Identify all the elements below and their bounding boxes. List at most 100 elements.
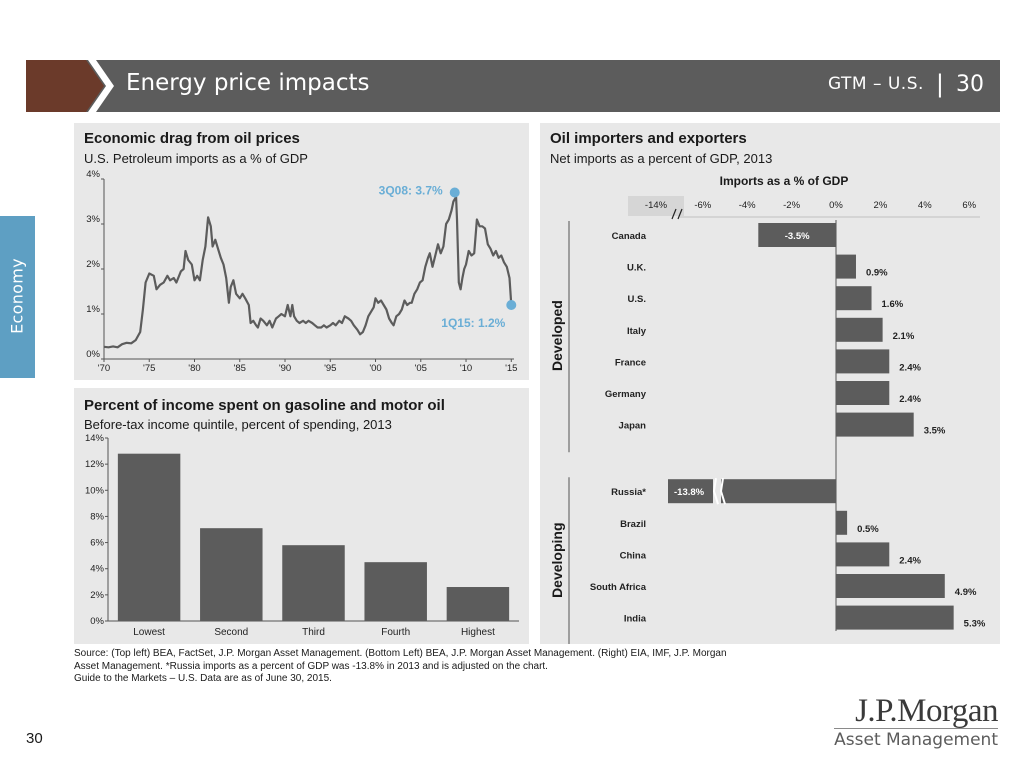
y-tick-label: 4% <box>90 564 104 575</box>
header-right: GTM – U.S. | 30 <box>828 70 984 98</box>
category-label: Fourth <box>381 627 410 638</box>
header-separator: | <box>935 70 944 98</box>
data-label: 3.5% <box>924 426 946 437</box>
panel-gasoline-title: Percent of income spent on gasoline and … <box>84 397 445 414</box>
x-tick-label: 4% <box>918 200 932 211</box>
y-tick-label: 8% <box>90 511 104 522</box>
category-label: Second <box>214 627 248 638</box>
y-tick-label: 6% <box>90 538 104 549</box>
data-label: 4.9% <box>955 587 977 598</box>
category-label: South Africa <box>590 582 647 593</box>
axis-break <box>677 208 683 220</box>
x-tick-label: '90 <box>279 363 291 374</box>
section-tab <box>0 216 35 378</box>
y-tick-label: 0% <box>90 616 104 627</box>
series-line <box>103 195 513 349</box>
x-tick-label: 2% <box>874 200 888 211</box>
category-label: U.K. <box>627 263 646 274</box>
group-label: Developed <box>549 300 565 371</box>
data-label: 2.1% <box>893 331 915 342</box>
source-note: Source: (Top left) BEA, FactSet, J.P. Mo… <box>74 648 854 686</box>
y-tick-label: 12% <box>85 459 105 470</box>
guide-label: GTM – U.S. <box>827 74 924 94</box>
x-tick-label: '75 <box>143 363 155 374</box>
bar <box>836 349 890 374</box>
data-label: 0.9% <box>866 268 888 279</box>
bar <box>200 528 263 621</box>
category-label: India <box>624 614 647 625</box>
bar <box>836 286 872 311</box>
y-tick-label: 1% <box>86 304 100 315</box>
panel-oil-drag-title: Economic drag from oil prices <box>84 130 300 147</box>
x-tick-label: -6% <box>694 200 711 211</box>
data-label: 1.6% <box>882 299 904 310</box>
category-label: Highest <box>461 627 495 638</box>
category-label: Third <box>302 627 325 638</box>
slide-number: 30 <box>956 71 984 97</box>
x-tick-label: -2% <box>783 200 800 211</box>
tick-background <box>628 196 684 216</box>
x-tick-label: '80 <box>188 363 200 374</box>
bar-break <box>712 478 719 505</box>
y-tick-label: 2% <box>90 590 104 601</box>
category-label: Russia* <box>611 487 646 498</box>
x-tick-label: '95 <box>324 363 336 374</box>
y-tick-label: 10% <box>85 485 105 496</box>
data-label: 2.4% <box>899 362 921 373</box>
y-tick-label: 0% <box>86 349 100 360</box>
source-line: Asset Management. *Russia imports as a p… <box>74 660 548 672</box>
logo-subtitle: Asset Management <box>834 728 998 750</box>
bar <box>836 574 945 598</box>
peak-annotation: 3Q08: 3.7% <box>379 184 443 198</box>
y-tick-label: 3% <box>86 214 100 225</box>
data-label: 2.4% <box>899 394 921 405</box>
bar-break <box>713 478 721 505</box>
bar <box>282 545 345 621</box>
panel-gasoline-subtitle: Before-tax income quintile, percent of s… <box>84 417 392 432</box>
latest-annotation: 1Q15: 1.2% <box>441 316 505 330</box>
category-label: Japan <box>619 421 647 432</box>
group-label: Developing <box>549 522 565 597</box>
panel-importers-title: Oil importers and exporters <box>550 130 747 147</box>
panel-importers-subtitle: Net imports as a percent of GDP, 2013 <box>550 151 773 166</box>
latest-marker <box>506 300 517 310</box>
x-tick-label: '10 <box>460 363 472 374</box>
x-tick-label: 6% <box>962 200 976 211</box>
data-label: 2.4% <box>899 555 921 566</box>
x-tick-label: '15 <box>505 363 517 374</box>
header-bar <box>26 60 1000 112</box>
company-logo: J.P.Morgan Asset Management <box>834 694 998 750</box>
bar <box>758 223 836 247</box>
x-tick-label: '05 <box>415 363 427 374</box>
source-line: Guide to the Markets – U.S. Data are as … <box>74 673 332 684</box>
data-label: -3.5% <box>785 231 810 242</box>
y-tick-label: 14% <box>85 433 105 444</box>
panel-oil-drag: Economic drag from oil prices U.S. Petro… <box>74 123 529 380</box>
data-label: 5.3% <box>964 619 986 630</box>
section-tab-label: Economy <box>7 258 27 334</box>
x-axis-title: Imports as a % of GDP <box>720 174 849 188</box>
bar <box>836 254 856 279</box>
oil-imports-line-chart: 0% 1% 2% 3% 4% '70 '75 '80 '85 '90 '95 '00 '05 '10 '15… <box>86 169 517 374</box>
x-tick-label: '70 <box>98 363 110 374</box>
bar-break <box>719 478 726 505</box>
page-number: 30 <box>26 730 43 747</box>
data-label: -13.8% <box>674 487 705 498</box>
bar <box>364 562 427 621</box>
bar <box>836 510 848 535</box>
y-tick-label: 4% <box>86 169 100 180</box>
panel-gasoline-spending: Percent of income spent on gasoline and … <box>74 388 529 644</box>
bar <box>836 412 914 437</box>
category-label: U.S. <box>628 294 646 305</box>
category-label: China <box>620 550 647 561</box>
category-label: Lowest <box>133 627 165 638</box>
bar <box>836 542 890 567</box>
category-label: Italy <box>627 326 647 337</box>
peak-marker <box>449 187 460 198</box>
data-label: 0.5% <box>857 524 879 535</box>
logo-wordmark: J.P.Morgan <box>855 693 998 729</box>
bar <box>836 317 883 342</box>
x-tick-label: 0% <box>829 200 843 211</box>
x-tick-label: '00 <box>369 363 381 374</box>
y-tick-label: 2% <box>86 259 100 270</box>
